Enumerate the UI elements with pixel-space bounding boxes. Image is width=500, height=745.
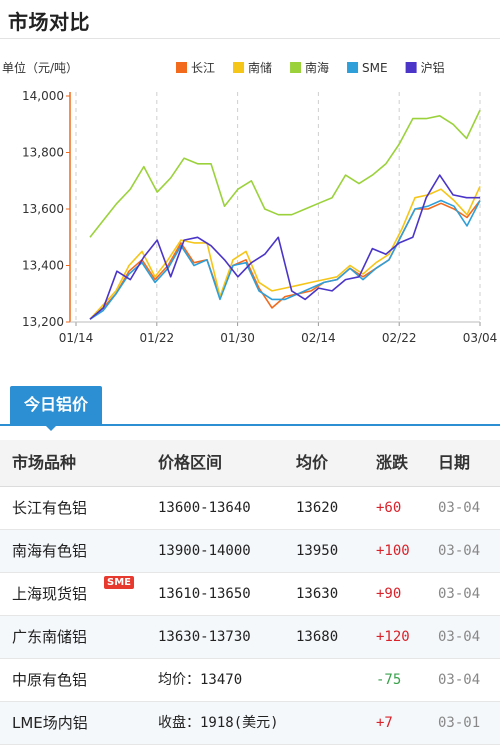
x-tick-label: 02/22: [382, 331, 417, 345]
chart-svg: 单位（元/吨） 长江 南储 南海 SME 沪铝 01/14 01/22 01/30 02/14 02…: [2, 60, 498, 345]
legend-label: 沪铝: [421, 60, 445, 75]
sme-badge: SME: [104, 576, 134, 589]
page-title: 市场对比: [8, 10, 90, 34]
avg-price: 13620: [296, 500, 339, 516]
price-change: +7: [376, 715, 393, 731]
x-tick-label: 01/22: [140, 331, 175, 345]
series-line: [89, 109, 481, 238]
price-change: +120: [376, 629, 410, 645]
legend-swatch: [233, 62, 245, 73]
legend-swatch: [405, 62, 417, 73]
price-date: 03-04: [438, 629, 481, 645]
legend-label: SME: [362, 61, 388, 75]
avg-price: 13680: [296, 629, 339, 645]
x-tick-label: 01/30: [220, 331, 255, 345]
price-range: 13610-13650: [158, 586, 251, 602]
price-change: +100: [376, 543, 410, 559]
column-header-avg: 均价: [296, 453, 329, 472]
price-change: +60: [376, 500, 402, 516]
x-tick-label: 02/14: [301, 331, 336, 345]
series-line: [89, 186, 481, 320]
column-header-change: 涨跌: [376, 453, 409, 472]
legend-label: 南海: [305, 60, 329, 75]
price-chart: 单位（元/吨） 长江 南储 南海 SME 沪铝 01/14 01/22 01/30 02/14 02…: [0, 42, 500, 372]
tab-underline: [0, 424, 500, 426]
column-header-date: 日期: [438, 453, 471, 472]
legend-swatch: [176, 62, 187, 73]
legend-swatch: [347, 62, 359, 73]
legend-label: 长江: [191, 61, 215, 75]
tab-today-price[interactable]: 今日铝价: [10, 386, 103, 424]
market-name: 长江有色铝: [12, 499, 88, 517]
price-range: 13600-13640: [158, 500, 251, 516]
y-tick-label: 13,600: [22, 202, 64, 216]
series-line: [89, 200, 481, 320]
series-line: [89, 199, 481, 320]
price-date: 03-04: [438, 586, 481, 602]
price-range: 收盘：1918(美元): [158, 715, 279, 731]
column-header-range: 价格区间: [158, 453, 223, 472]
table-row[interactable]: 广东南储铝 13630-13730 13680 +120 03-04: [0, 616, 500, 659]
tab-pointer: [44, 424, 58, 431]
market-name: 上海现货铝: [12, 585, 88, 603]
price-range: 13630-13730: [158, 629, 251, 645]
market-name: 南海有色铝: [12, 542, 88, 560]
x-tick-label: 03/04: [463, 331, 498, 345]
y-tick-label: 13,800: [22, 146, 64, 160]
table-row[interactable]: 上海现货铝 SME 13610-13650 13630 +90 03-04: [0, 573, 500, 616]
legend-label: 南储: [248, 60, 272, 75]
price-change: -75: [376, 672, 402, 688]
column-header-market: 市场品种: [12, 453, 77, 472]
price-change: +90: [376, 586, 402, 602]
y-axis-label: 单位（元/吨）: [2, 60, 78, 75]
legend-swatch: [290, 62, 302, 73]
price-date: 03-04: [438, 500, 481, 516]
avg-price: 13630: [296, 586, 339, 602]
table-row[interactable]: 中原有色铝 均价：13470 -75 03-04: [0, 659, 500, 702]
table-header: 市场品种 价格区间 均价 涨跌 日期: [0, 440, 500, 487]
x-tick-label: 01/14: [59, 331, 94, 345]
price-date: 03-01: [438, 715, 481, 731]
price-table: 市场品种 价格区间 均价 涨跌 日期 长江有色铝 13600-13640 136…: [0, 440, 500, 745]
y-tick-label: 14,000: [22, 89, 64, 103]
tab-bar: 今日铝价: [0, 386, 500, 431]
y-tick-label: 13,400: [22, 259, 64, 273]
market-name: LME场内铝: [12, 714, 88, 732]
market-name: 广东南储铝: [12, 628, 88, 646]
market-name: 中原有色铝: [12, 671, 88, 689]
price-date: 03-04: [438, 672, 481, 688]
price-range: 均价：13470: [158, 672, 243, 688]
table-row[interactable]: LME场内铝 收盘：1918(美元) +7 03-01: [0, 702, 500, 745]
table-row[interactable]: 长江有色铝 13600-13640 13620 +60 03-04: [0, 487, 500, 530]
series-line: [89, 174, 480, 320]
avg-price: 13950: [296, 543, 339, 559]
y-tick-label: 13,200: [22, 315, 64, 329]
price-date: 03-04: [438, 543, 481, 559]
table-row[interactable]: 南海有色铝 13900-14000 13950 +100 03-04: [0, 530, 500, 573]
price-range: 13900-14000: [158, 543, 251, 559]
header-bar: 市场对比: [0, 0, 500, 39]
